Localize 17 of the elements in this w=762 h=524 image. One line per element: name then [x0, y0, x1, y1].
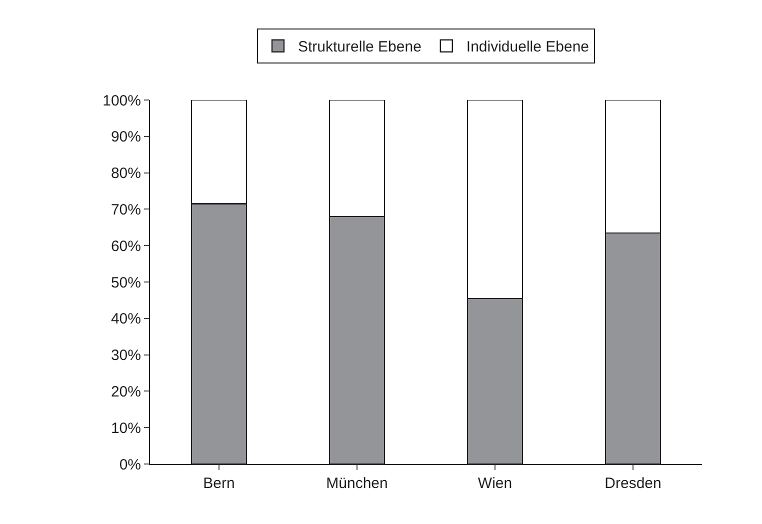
- y-tick-label: 0%: [119, 456, 141, 474]
- y-tick-label: 30%: [110, 347, 141, 364]
- y-tick-label: 40%: [110, 310, 141, 328]
- y-tick-label: 60%: [110, 238, 141, 255]
- x-tick-label: Wien: [478, 475, 512, 492]
- x-tick-label: München: [326, 475, 388, 492]
- y-tick-label: 10%: [110, 420, 141, 437]
- y-tick-label: 50%: [110, 274, 141, 292]
- y-tick-label: 70%: [110, 201, 141, 218]
- y-tick-label: 90%: [110, 128, 141, 146]
- y-tick-label: 100%: [102, 92, 141, 110]
- y-tick-label: 20%: [110, 383, 141, 400]
- legend-label: Strukturelle Ebene: [298, 38, 422, 56]
- x-tick-label: Dresden: [604, 475, 662, 492]
- y-tick-label: 80%: [110, 165, 141, 182]
- x-tick-label: Bern: [203, 475, 235, 492]
- legend-label: Individuelle Ebene: [466, 38, 589, 56]
